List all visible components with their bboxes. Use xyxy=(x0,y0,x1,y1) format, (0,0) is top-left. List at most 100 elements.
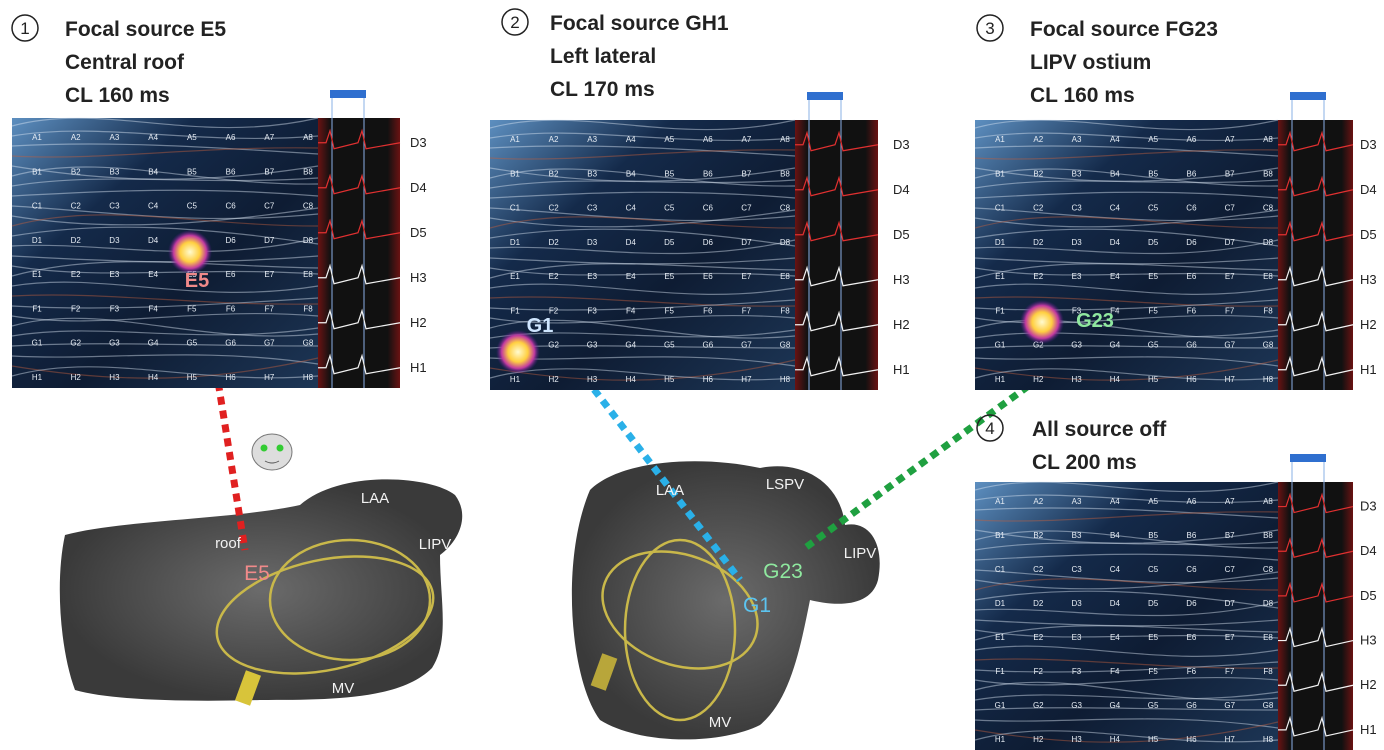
flow-line xyxy=(489,267,796,277)
electrode-label: B3 xyxy=(110,167,120,176)
electrode-label: H4 xyxy=(1110,735,1121,744)
electrode-label: G2 xyxy=(70,339,81,348)
flow-line xyxy=(974,718,1279,729)
electrode-label: F2 xyxy=(549,306,559,315)
anatomy-label: E5 xyxy=(244,562,270,585)
electrode-label: D6 xyxy=(225,236,236,245)
electrode-label: H5 xyxy=(664,375,675,384)
electrode-label: E5 xyxy=(1148,272,1158,281)
electrode-label: D8 xyxy=(1263,599,1274,608)
electrode-label: C8 xyxy=(780,204,791,213)
electrode-label: F3 xyxy=(587,306,597,315)
electrode-label: A7 xyxy=(1225,135,1235,144)
flow-line xyxy=(11,117,319,129)
electrode-label: D3 xyxy=(109,236,120,245)
trace xyxy=(1278,220,1354,242)
panel-title: CL 170 ms xyxy=(550,78,655,101)
flow-line xyxy=(489,263,796,279)
electrode-label: B6 xyxy=(1187,169,1197,178)
focal-source xyxy=(496,330,540,374)
electrode-label: A2 xyxy=(549,135,559,144)
electrode-label: H1 xyxy=(995,375,1006,384)
electrode-label: E6 xyxy=(1187,272,1197,281)
electrode-label: C1 xyxy=(32,202,43,211)
flow-line xyxy=(974,239,1279,255)
electrode-label: C3 xyxy=(1071,204,1082,213)
panel-title: Focal source E5 xyxy=(65,18,226,41)
electrode-label: H3 xyxy=(109,373,120,382)
flow-line xyxy=(11,147,319,158)
electrode-label: B3 xyxy=(1072,531,1082,540)
electrode-label: H8 xyxy=(1263,375,1274,384)
channel-label: D5 xyxy=(893,227,910,242)
electrode-label: B4 xyxy=(626,169,636,178)
electrode-label: C4 xyxy=(626,204,637,213)
panel-number: 1 xyxy=(20,19,29,38)
flow-line xyxy=(974,149,1279,160)
electrode-label: F3 xyxy=(1072,667,1082,676)
channel-label: D4 xyxy=(1360,543,1377,558)
electrode-label: B8 xyxy=(1263,169,1273,178)
electrode-label: B2 xyxy=(549,169,559,178)
electrode-label: C2 xyxy=(1033,204,1044,213)
channel-label: H3 xyxy=(1360,633,1377,648)
electrode-label: G4 xyxy=(625,341,636,350)
electrode-label: C5 xyxy=(187,202,198,211)
trace xyxy=(1278,670,1354,692)
electrode-label: E8 xyxy=(1263,633,1273,642)
electrode-label: G2 xyxy=(548,341,559,350)
electrode-label: A1 xyxy=(510,135,520,144)
electrode-label: F8 xyxy=(1263,306,1273,315)
electrode-label: B8 xyxy=(303,167,313,176)
electrode-label: B7 xyxy=(742,169,752,178)
trace xyxy=(1278,175,1354,197)
electrode-label: H3 xyxy=(587,375,598,384)
electrode-label: F6 xyxy=(226,304,236,313)
atrium-model xyxy=(59,479,463,701)
electrode-label: B2 xyxy=(71,167,81,176)
electrode-label: H2 xyxy=(71,373,82,382)
electrode-label: C5 xyxy=(1148,204,1159,213)
flow-line xyxy=(11,343,319,347)
electrode-label: G7 xyxy=(1224,341,1235,350)
panel-number-circle xyxy=(976,14,1004,42)
anatomy-label: MV xyxy=(332,680,355,697)
anatomy-label: LAA xyxy=(656,482,684,499)
panel-number-circle xyxy=(501,8,529,36)
trace-strip xyxy=(318,118,400,388)
electrode-label: H7 xyxy=(1225,375,1236,384)
electrode-label: H8 xyxy=(303,373,314,382)
electrode-label: G5 xyxy=(1148,341,1159,350)
channel-label: H1 xyxy=(1360,722,1377,737)
panel-title: CL 200 ms xyxy=(1032,451,1137,474)
trace xyxy=(1278,715,1354,737)
trace xyxy=(795,265,879,287)
electrode-label: C2 xyxy=(548,204,559,213)
electrode-label: D3 xyxy=(1071,238,1082,247)
electrode-label: B6 xyxy=(1187,531,1197,540)
flow-line xyxy=(11,207,319,226)
flow-line xyxy=(974,263,1279,279)
atrium-model xyxy=(571,461,880,740)
flow-line xyxy=(11,214,319,227)
electrode-label: F3 xyxy=(110,304,120,313)
electrode-label: C3 xyxy=(587,204,598,213)
flow-line xyxy=(974,119,1279,131)
electrode-label: G3 xyxy=(587,341,598,350)
flow-line xyxy=(974,207,1279,222)
electrode-label: F4 xyxy=(148,304,158,313)
flow-line xyxy=(489,167,796,182)
flow-line xyxy=(974,296,1279,307)
electrode-label: D7 xyxy=(1225,238,1236,247)
electrode-label: B8 xyxy=(1263,531,1273,540)
electrode-label: F5 xyxy=(665,306,675,315)
flow-line xyxy=(974,299,1279,311)
flow-line xyxy=(489,149,796,160)
electrode-label: G1 xyxy=(995,701,1006,710)
electrode-label: D8 xyxy=(780,238,791,247)
electrode-label: G6 xyxy=(1186,701,1197,710)
trace xyxy=(795,130,879,152)
flow-line xyxy=(489,319,796,339)
electrode-label: A8 xyxy=(1263,497,1273,506)
electrode-label: B2 xyxy=(1033,169,1043,178)
